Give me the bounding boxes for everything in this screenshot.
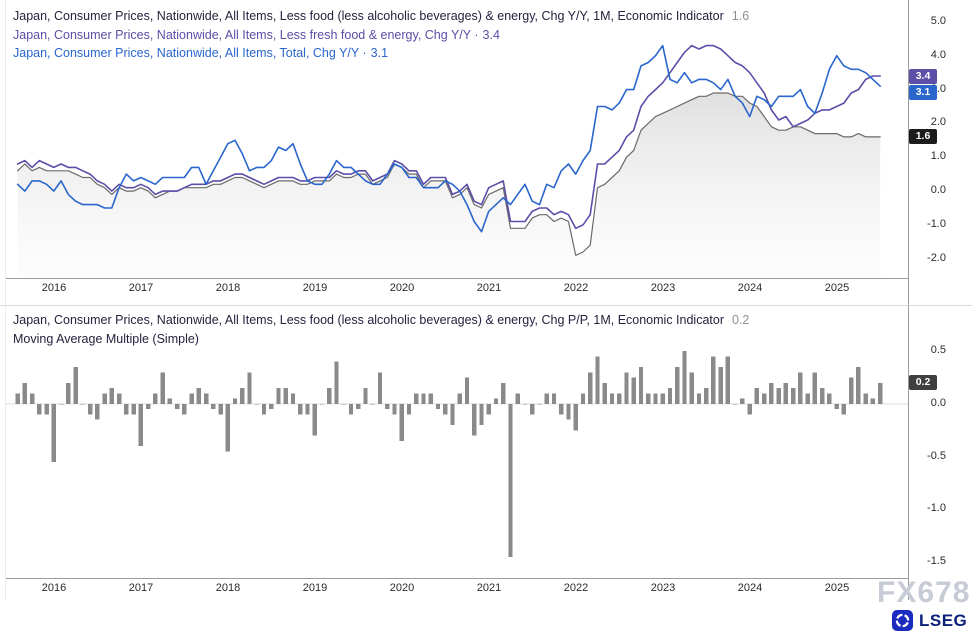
legend-label: Japan, Consumer Prices, Nationwide, All … <box>13 46 367 60</box>
lseg-logo-icon <box>892 610 913 631</box>
legend-item-moving-average[interactable]: Moving Average Multiple (Simple) <box>13 330 749 349</box>
top-panel-legend: Japan, Consumer Prices, Nationwide, All … <box>13 7 749 63</box>
legend-label: Japan, Consumer Prices, Nationwide, All … <box>13 27 479 42</box>
legend-label: Japan, Consumer Prices, Nationwide, All … <box>13 9 724 23</box>
lseg-logo-text: LSEG <box>919 610 968 630</box>
legend-value: 3.1 <box>370 46 389 60</box>
panel-separator[interactable] <box>0 305 972 306</box>
lseg-logo: LSEG <box>892 610 967 631</box>
fx678-watermark: FX678 <box>877 576 971 609</box>
chart-left-border <box>5 0 6 600</box>
y-axis-line[interactable] <box>908 0 909 600</box>
legend-label: Moving Average Multiple (Simple) <box>13 331 199 346</box>
legend-item-less-food-energy-yy[interactable]: Japan, Consumer Prices, Nationwide, All … <box>13 7 749 26</box>
legend-value: 3.4 <box>482 27 500 42</box>
legend-value: 0.2 <box>732 313 750 327</box>
legend-label: Japan, Consumer Prices, Nationwide, All … <box>13 313 724 327</box>
legend-item-less-food-energy-pp[interactable]: Japan, Consumer Prices, Nationwide, All … <box>13 311 749 330</box>
legend-value: 1.6 <box>731 9 750 23</box>
legend-item-total-yy[interactable]: Japan, Consumer Prices, Nationwide, All … <box>13 44 749 63</box>
legend-item-less-fresh-food-energy-yy[interactable]: Japan, Consumer Prices, Nationwide, All … <box>13 26 749 45</box>
bottom-panel-legend: Japan, Consumer Prices, Nationwide, All … <box>13 311 749 348</box>
